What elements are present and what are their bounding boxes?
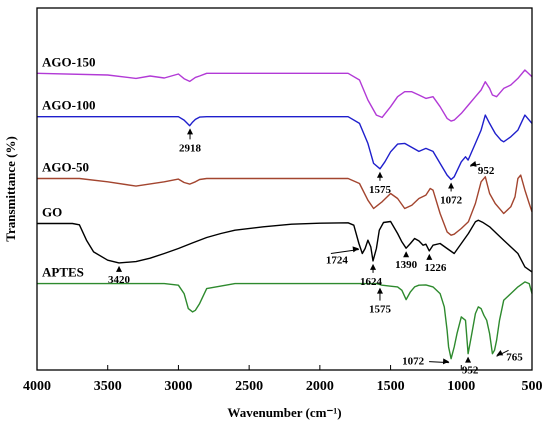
series-label-ago-50: AGO-50 <box>42 159 89 174</box>
series-label-go: GO <box>42 205 62 220</box>
y-axis-label: Transmittance (%) <box>3 136 18 242</box>
x-tick-label: 2000 <box>306 379 334 394</box>
x-axis-ticks: 4000 3500 3000 2500 2000 1500 1000 500 <box>23 365 543 394</box>
annotation-arrowhead <box>116 265 123 272</box>
x-tick-label: 3000 <box>164 379 192 394</box>
annotation-arrowhead <box>352 246 359 253</box>
peak-label-ago-100-1072: 1072 <box>440 194 463 206</box>
peak-label-go-1226: 1226 <box>424 262 447 274</box>
peak-label-ago-100-1575: 1575 <box>369 184 392 196</box>
series-line-go <box>37 219 533 273</box>
peak-label-ago-100-2918: 2918 <box>179 142 202 154</box>
series-line-ago-50 <box>37 174 533 236</box>
x-tick-label: 1000 <box>447 379 475 394</box>
series-label-ago-150: AGO-150 <box>42 54 95 69</box>
annotation-arrowhead <box>448 182 455 189</box>
annotation-arrowhead <box>465 356 472 363</box>
annotations-layer: 2918 1575 1072 952 3420 1724 1624 1390 1226 1575 1… <box>108 128 523 377</box>
peak-label-go-1390: 1390 <box>395 259 418 271</box>
peak-label-go-3420: 3420 <box>108 274 131 286</box>
annotation-arrowhead <box>403 251 410 258</box>
spectra-layer <box>36 69 533 360</box>
x-tick-label: 1500 <box>377 379 405 394</box>
peak-label-go-1624: 1624 <box>360 276 383 288</box>
series-labels-layer: AGO-150 AGO-100 AGO-50 GO APTES <box>42 54 95 279</box>
x-tick-label: 4000 <box>23 379 51 394</box>
annotation-arrowhead <box>370 263 377 270</box>
annotation-arrowhead <box>496 349 504 356</box>
peak-label-aptes-765: 765 <box>506 351 523 363</box>
annotation-arrowhead <box>470 160 477 167</box>
peak-label-aptes-1072: 1072 <box>402 356 425 368</box>
series-label-aptes: APTES <box>42 265 84 280</box>
series-line-aptes <box>37 281 533 360</box>
x-axis-label: Wavenumber (cm⁻¹) <box>227 405 341 420</box>
peak-label-ago-100-952: 952 <box>478 165 495 177</box>
x-tick-label: 2500 <box>235 379 263 394</box>
x-tick-label: 3500 <box>94 379 122 394</box>
series-label-ago-100: AGO-100 <box>42 98 95 113</box>
plot-frame <box>36 7 533 371</box>
annotation-arrowhead <box>376 287 383 294</box>
annotation-arrowhead <box>187 128 194 135</box>
peak-label-go-1724: 1724 <box>326 255 349 267</box>
annotation-arrowhead <box>376 171 383 178</box>
peak-label-aptes-1575: 1575 <box>369 304 392 316</box>
peak-label-aptes-952: 952 <box>462 365 479 377</box>
annotation-arrowhead <box>442 358 450 365</box>
annotation-arrowhead <box>426 253 433 260</box>
series-line-ago-150 <box>36 69 533 122</box>
series-line-ago-100 <box>37 114 533 181</box>
x-tick-label: 500 <box>522 379 543 394</box>
